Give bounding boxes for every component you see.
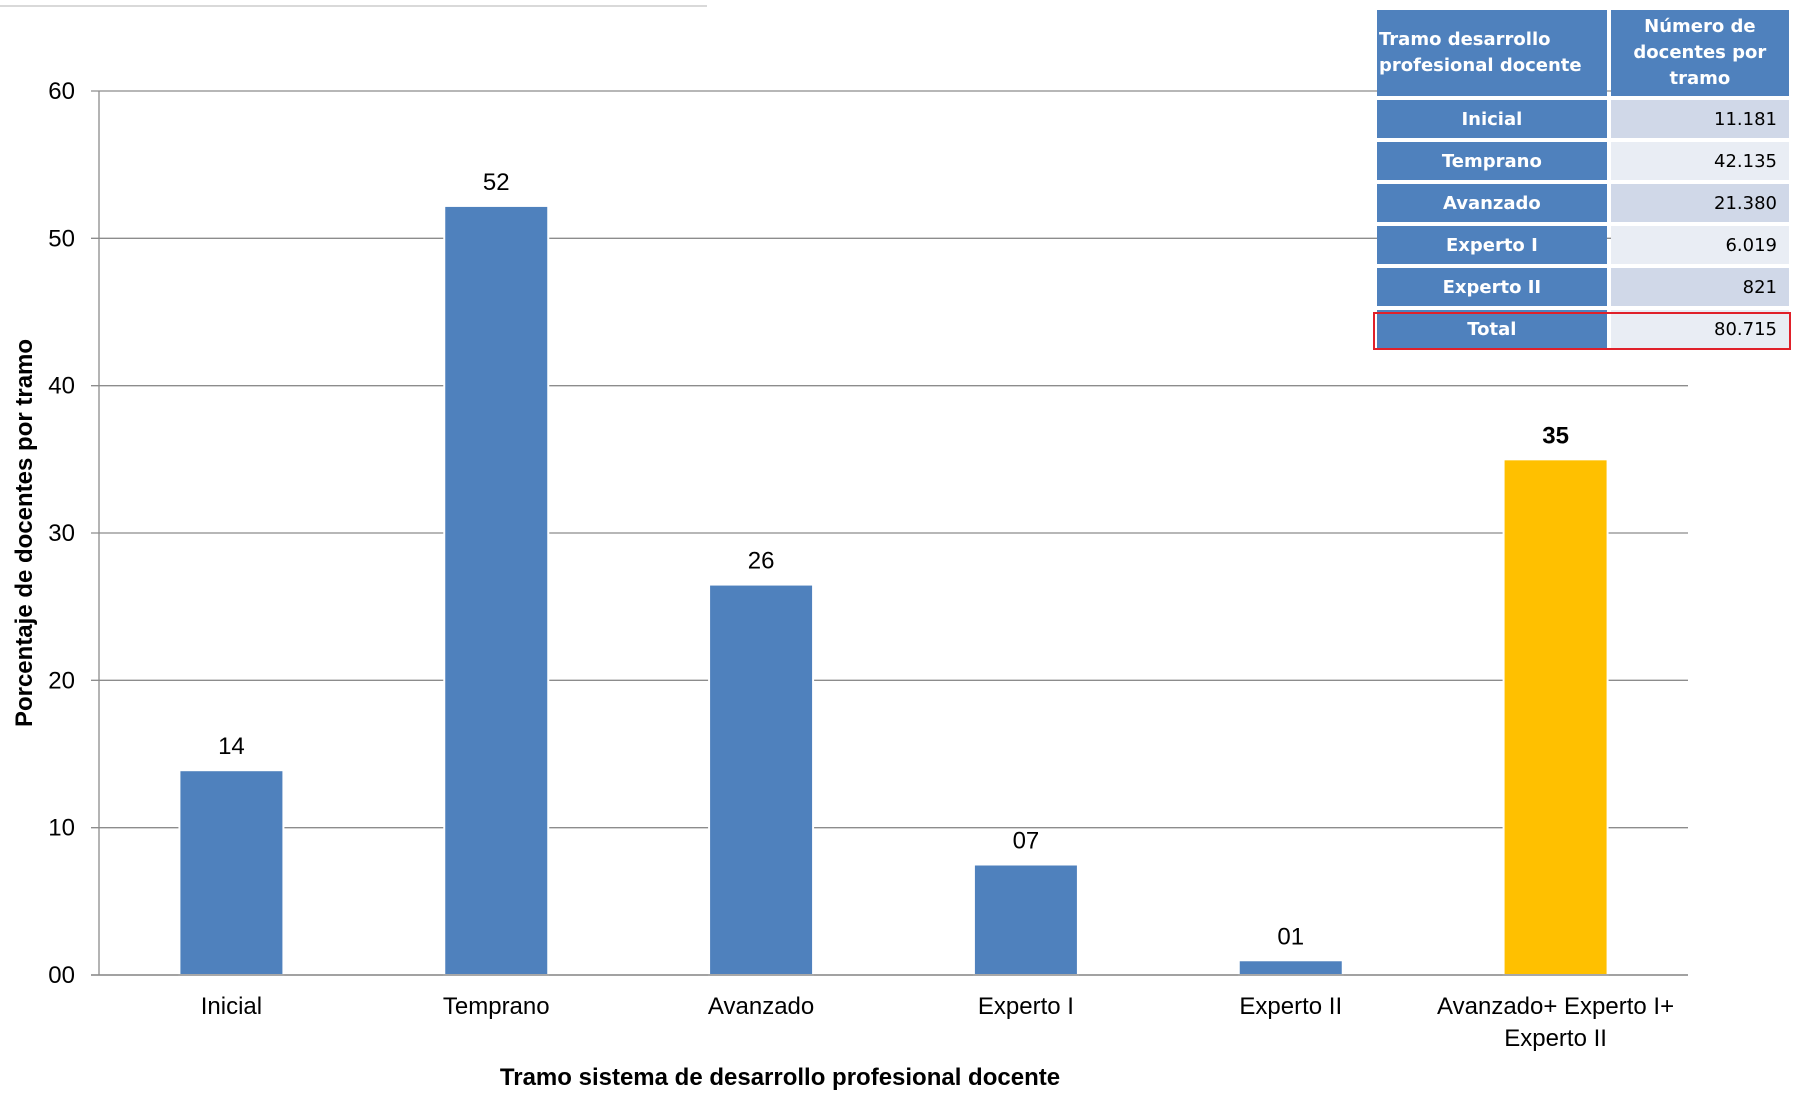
bar <box>1237 959 1344 976</box>
table-row: Temprano 42.135 <box>1377 142 1789 180</box>
x-tick-label: Experto I <box>978 993 1074 1020</box>
top-divider <box>0 5 707 7</box>
table-total-row: Total 80.715 <box>1377 310 1789 348</box>
data-label: 01 <box>1277 923 1304 950</box>
row-label: Avanzado <box>1377 184 1607 222</box>
data-label: 35 <box>1542 422 1569 449</box>
table-row: Experto II 821 <box>1377 268 1789 306</box>
data-label: 07 <box>1013 828 1040 855</box>
y-tick-label: 20 <box>48 667 75 694</box>
y-tick-label: 30 <box>48 520 75 547</box>
row-value: 21.380 <box>1610 184 1789 222</box>
table-header-numero: Número de docentes por tramo <box>1610 10 1789 96</box>
row-value: 11.181 <box>1610 100 1789 138</box>
bar <box>972 863 1079 976</box>
bar <box>1502 458 1609 977</box>
x-tick-label: Inicial <box>201 993 262 1020</box>
row-label: Temprano <box>1377 142 1607 180</box>
bar <box>708 583 815 976</box>
x-tick-label: Avanzado+ Experto I+ <box>1437 993 1674 1020</box>
row-label: Inicial <box>1377 100 1607 138</box>
table-row: Inicial 11.181 <box>1377 100 1789 138</box>
docentes-table: Tramo desarrollo profesional docente Núm… <box>1373 6 1793 352</box>
x-tick-label: Experto II <box>1504 1025 1607 1052</box>
row-value: 42.135 <box>1610 142 1789 180</box>
data-label: 26 <box>748 548 775 575</box>
y-tick-label: 10 <box>48 815 75 842</box>
row-value: 821 <box>1610 268 1789 306</box>
total-label: Total <box>1377 310 1607 348</box>
y-axis-title: Porcentaje de docentes por tramo <box>11 339 38 727</box>
x-tick-label: Temprano <box>443 993 550 1020</box>
y-tick-label: 40 <box>48 373 75 400</box>
bar <box>178 769 285 976</box>
table-row: Experto I 6.019 <box>1377 226 1789 264</box>
x-tick-label: Experto II <box>1239 993 1342 1020</box>
table-header-tramo: Tramo desarrollo profesional docente <box>1377 10 1607 96</box>
data-label: 14 <box>218 733 245 760</box>
row-label: Experto II <box>1377 268 1607 306</box>
y-tick-label: 60 <box>48 78 75 105</box>
x-axis-title: Tramo sistema de desarrollo profesional … <box>500 1064 1060 1091</box>
table-header-row: Tramo desarrollo profesional docente Núm… <box>1377 10 1789 96</box>
y-tick-label: 50 <box>48 225 75 252</box>
row-label: Experto I <box>1377 226 1607 264</box>
total-value: 80.715 <box>1610 310 1789 348</box>
y-tick-label: 00 <box>48 962 75 989</box>
data-label: 52 <box>483 169 510 196</box>
x-tick-label: Avanzado <box>708 993 814 1020</box>
row-value: 6.019 <box>1610 226 1789 264</box>
table-row: Avanzado 21.380 <box>1377 184 1789 222</box>
bar <box>443 204 550 977</box>
